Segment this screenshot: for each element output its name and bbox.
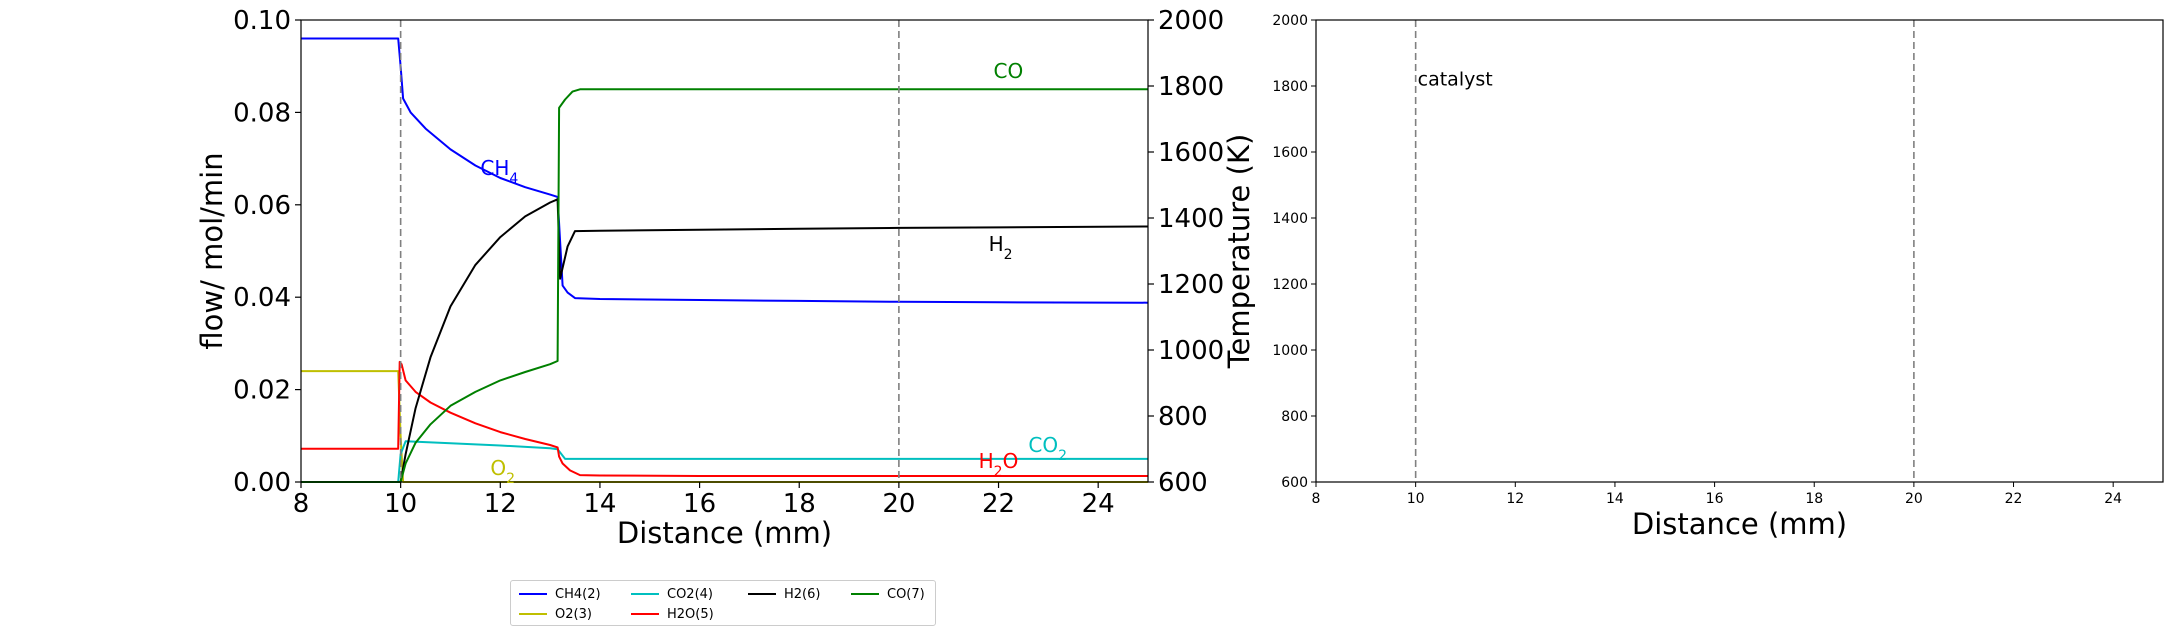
x-tick-label: 16 — [683, 489, 716, 519]
legend-label: H2(6) — [784, 586, 821, 602]
x-tick-label: 10 — [384, 489, 417, 519]
legend-label: CO2(4) — [667, 586, 713, 602]
legend-label: CO(7) — [887, 586, 925, 602]
species-annotation: CH4 — [480, 156, 518, 187]
x-tick-label: 22 — [982, 489, 1015, 519]
y2-tick-label: 2000 — [1158, 6, 1224, 36]
y2-axis-label: Temperature (K) — [1222, 134, 1256, 370]
legend-label: CH4(2) — [555, 586, 601, 602]
x-tick-label: 22 — [2005, 491, 2023, 507]
series-line-CO(7) — [301, 88, 1148, 483]
x-tick-label: 14 — [583, 489, 616, 519]
legend: CH4(2) CO2(4) H2(6) CO(7) O2(3) H2O(5) — [510, 580, 936, 626]
x-tick-label: 18 — [783, 489, 816, 519]
x-tick-label: 8 — [293, 489, 310, 519]
legend-swatch — [519, 613, 547, 615]
y-tick-label: 600 — [1281, 475, 1308, 491]
x-tick-label: 10 — [1407, 491, 1425, 507]
series-line-H2(6) — [301, 198, 1149, 483]
y-tick-label: 1200 — [1272, 277, 1308, 293]
legend-swatch — [519, 593, 547, 595]
species-annotation: CO — [994, 59, 1024, 83]
y-tick-label: 0.06 — [233, 191, 291, 221]
y-tick-label: 1000 — [1272, 343, 1308, 359]
x-tick-label: 12 — [1506, 491, 1524, 507]
plot-frame — [300, 19, 1149, 483]
legend-label: H2O(5) — [667, 606, 714, 622]
species-annotation: O2 — [490, 456, 515, 487]
plot-frame — [1315, 19, 2164, 483]
x-tick-label: 16 — [1706, 491, 1724, 507]
legend-item: H2O(5) — [631, 605, 714, 623]
y2-tick-label: 1200 — [1158, 270, 1224, 300]
catalyst-annotation: catalyst — [1418, 68, 1493, 90]
y-tick-label: 1400 — [1272, 211, 1308, 227]
x-tick-label: 24 — [2104, 491, 2122, 507]
y2-tick-label: 1400 — [1158, 204, 1224, 234]
x-tick-label: 8 — [1312, 491, 1321, 507]
species-annotation: CO2 — [1028, 433, 1067, 464]
y-tick-label: 0.08 — [233, 98, 291, 128]
species-annotation: H2O — [979, 449, 1019, 480]
y-tick-label: 0.02 — [233, 376, 291, 406]
legend-label: O2(3) — [555, 606, 592, 622]
y-tick-label: 0.04 — [233, 283, 291, 313]
series-line-CH4(2) — [301, 37, 1149, 304]
y2-tick-label: 800 — [1158, 402, 1208, 432]
y-tick-label: 800 — [1281, 409, 1308, 425]
x-axis-label: Distance (mm) — [617, 516, 832, 550]
x-tick-label: 20 — [1905, 491, 1923, 507]
legend-item: H2(6) — [748, 585, 820, 603]
y-tick-label: 1600 — [1272, 145, 1308, 161]
y2-tick-label: 1800 — [1158, 72, 1224, 102]
y-tick-label: 0.10 — [233, 6, 291, 36]
y-tick-label: 2000 — [1272, 13, 1308, 29]
y2-tick-label: 600 — [1158, 468, 1208, 498]
legend-swatch — [851, 593, 879, 595]
series-line-H2O(5) — [301, 360, 1148, 477]
species-annotation: H2 — [989, 232, 1013, 263]
legend-swatch — [631, 613, 659, 615]
legend-item: CH4(2) — [519, 585, 601, 603]
x-tick-label: 24 — [1082, 489, 1115, 519]
chart-right: 8 10 12 14 16 18 20 22 24 600 800 1000 1200 1400 1600 1… — [1272, 13, 2164, 541]
legend-item: CO(7) — [851, 585, 925, 603]
chart-left: 8 10 12 14 16 18 20 22 24 0.00 0.02 0.04 0.06 0.08 0.1… — [195, 6, 1256, 550]
y2-tick-label: 1600 — [1158, 138, 1224, 168]
legend-item: O2(3) — [519, 605, 592, 623]
x-tick-label: 18 — [1805, 491, 1823, 507]
series-line-CO2(4) — [301, 440, 1148, 483]
legend-swatch — [631, 593, 659, 595]
x-tick-label: 14 — [1606, 491, 1624, 507]
x-tick-label: 12 — [484, 489, 517, 519]
x-axis-label: Distance (mm) — [1632, 507, 1847, 541]
y-axis-label: flow/ mol/min — [195, 152, 229, 349]
legend-swatch — [748, 593, 776, 595]
x-tick-label: 20 — [882, 489, 915, 519]
y-tick-label: 1800 — [1272, 79, 1308, 95]
y2-tick-label: 1000 — [1158, 336, 1224, 366]
y-tick-label: 0.00 — [233, 468, 291, 498]
legend-item: CO2(4) — [631, 585, 713, 603]
